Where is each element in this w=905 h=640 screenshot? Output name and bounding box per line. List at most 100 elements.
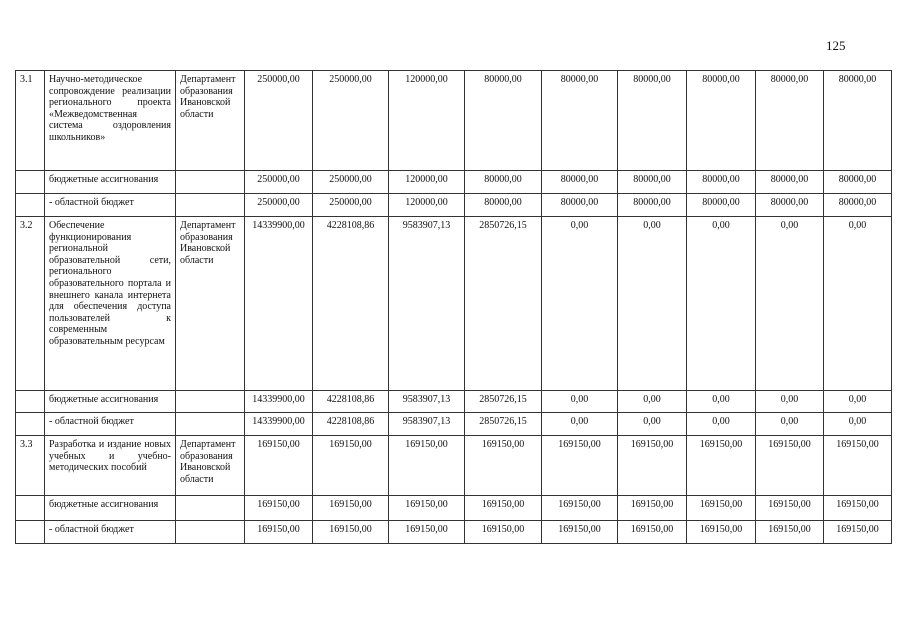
amount-cell: 169150,00 <box>388 520 465 544</box>
activity-name-cell: бюджетные ассигнования <box>44 170 176 194</box>
amount-cell: 0,00 <box>823 390 892 413</box>
row-number-cell <box>15 170 45 194</box>
amount-cell: 120000,00 <box>388 193 465 217</box>
amount-cell: 169150,00 <box>823 495 892 521</box>
amount-cell: 169150,00 <box>244 520 313 544</box>
table-row: - областной бюджет 14339900,00 4228108,86 9… <box>15 412 892 436</box>
amount-cell: 169150,00 <box>244 495 313 521</box>
activity-name-cell: Обеспечение функционирования регионально… <box>44 216 176 391</box>
amount-cell: 80000,00 <box>755 70 824 171</box>
amount-cell: 9583907,13 <box>388 390 465 413</box>
amount-cell: 9583907,13 <box>388 412 465 436</box>
activity-name-cell: бюджетные ассигнования <box>44 495 176 521</box>
amount-cell: 169150,00 <box>541 435 618 496</box>
amount-cell: 169150,00 <box>388 495 465 521</box>
amount-cell: 80000,00 <box>823 170 892 194</box>
amount-cell: 169150,00 <box>312 435 389 496</box>
amount-cell: 0,00 <box>617 390 687 413</box>
amount-cell: 0,00 <box>541 216 618 391</box>
amount-cell: 80000,00 <box>617 170 687 194</box>
amount-cell: 0,00 <box>541 412 618 436</box>
table-row: 3.2 Обеспечение функционирования регионал… <box>15 216 892 391</box>
amount-cell: 0,00 <box>823 412 892 436</box>
amount-cell: 4228108,86 <box>312 216 389 391</box>
executor-cell: Департамент образования Ивановской облас… <box>175 70 245 171</box>
executor-cell <box>175 390 245 413</box>
amount-cell: 9583907,13 <box>388 216 465 391</box>
table-row: 3.1 Научно-методическое сопровождение реа… <box>15 70 892 171</box>
amount-cell: 0,00 <box>617 412 687 436</box>
amount-cell: 80000,00 <box>755 193 824 217</box>
amount-cell: 169150,00 <box>312 495 389 521</box>
activity-name-cell: Научно-методическое сопровождение реализ… <box>44 70 176 171</box>
amount-cell: 169150,00 <box>755 520 824 544</box>
executor-cell: Департамент образования Ивановской облас… <box>175 216 245 391</box>
amount-cell: 250000,00 <box>312 193 389 217</box>
activity-name-cell: - областной бюджет <box>44 193 176 217</box>
row-number-cell <box>15 520 45 544</box>
amount-cell: 169150,00 <box>755 435 824 496</box>
executor-cell <box>175 495 245 521</box>
row-number-cell <box>15 495 45 521</box>
row-number-cell: 3.1 <box>15 70 45 171</box>
table-row: бюджетные ассигнования 169150,00 169150,00… <box>15 495 892 521</box>
amount-cell: 80000,00 <box>464 70 542 171</box>
amount-cell: 80000,00 <box>823 193 892 217</box>
amount-cell: 169150,00 <box>464 520 542 544</box>
amount-cell: 0,00 <box>823 216 892 391</box>
amount-cell: 80000,00 <box>823 70 892 171</box>
page-number: 125 <box>826 38 846 53</box>
amount-cell: 169150,00 <box>388 435 465 496</box>
row-number-cell <box>15 390 45 413</box>
amount-cell: 0,00 <box>755 390 824 413</box>
row-number-cell <box>15 412 45 436</box>
executor-cell <box>175 412 245 436</box>
activity-name-cell: бюджетные ассигнования <box>44 390 176 413</box>
amount-cell: 169150,00 <box>686 495 756 521</box>
amount-cell: 169150,00 <box>617 435 687 496</box>
amount-cell: 169150,00 <box>464 435 542 496</box>
amount-cell: 169150,00 <box>823 520 892 544</box>
amount-cell: 14339900,00 <box>244 216 313 391</box>
amount-cell: 250000,00 <box>244 170 313 194</box>
table-row: бюджетные ассигнования 250000,00 250000,00… <box>15 170 892 194</box>
amount-cell: 80000,00 <box>541 70 618 171</box>
amount-cell: 169150,00 <box>541 495 618 521</box>
activity-name-cell: Разработка и издание новых учебных и уче… <box>44 435 176 496</box>
executor-cell: Департамент образования Ивановской облас… <box>175 435 245 496</box>
amount-cell: 0,00 <box>755 216 824 391</box>
amount-cell: 0,00 <box>755 412 824 436</box>
executor-cell <box>175 170 245 194</box>
amount-cell: 80000,00 <box>541 193 618 217</box>
table-row: 3.3 Разработка и издание новых учебных и … <box>15 435 892 496</box>
amount-cell: 2850726,15 <box>464 412 542 436</box>
amount-cell: 2850726,15 <box>464 390 542 413</box>
row-number-cell: 3.2 <box>15 216 45 391</box>
amount-cell: 250000,00 <box>244 193 313 217</box>
amount-cell: 80000,00 <box>686 193 756 217</box>
executor-cell <box>175 520 245 544</box>
row-number-cell <box>15 193 45 217</box>
amount-cell: 169150,00 <box>464 495 542 521</box>
amount-cell: 250000,00 <box>312 70 389 171</box>
amount-cell: 169150,00 <box>312 520 389 544</box>
amount-cell: 0,00 <box>541 390 618 413</box>
amount-cell: 4228108,86 <box>312 390 389 413</box>
amount-cell: 120000,00 <box>388 170 465 194</box>
amount-cell: 80000,00 <box>617 70 687 171</box>
amount-cell: 80000,00 <box>686 170 756 194</box>
activity-name-cell: - областной бюджет <box>44 412 176 436</box>
executor-cell <box>175 193 245 217</box>
amount-cell: 80000,00 <box>464 170 542 194</box>
row-number-cell: 3.3 <box>15 435 45 496</box>
amount-cell: 169150,00 <box>541 520 618 544</box>
amount-cell: 4228108,86 <box>312 412 389 436</box>
amount-cell: 169150,00 <box>617 495 687 521</box>
amount-cell: 14339900,00 <box>244 412 313 436</box>
amount-cell: 250000,00 <box>244 70 313 171</box>
amount-cell: 250000,00 <box>312 170 389 194</box>
amount-cell: 0,00 <box>686 390 756 413</box>
table-row: - областной бюджет 250000,00 250000,00 1200… <box>15 193 892 217</box>
amount-cell: 169150,00 <box>755 495 824 521</box>
amount-cell: 0,00 <box>686 412 756 436</box>
